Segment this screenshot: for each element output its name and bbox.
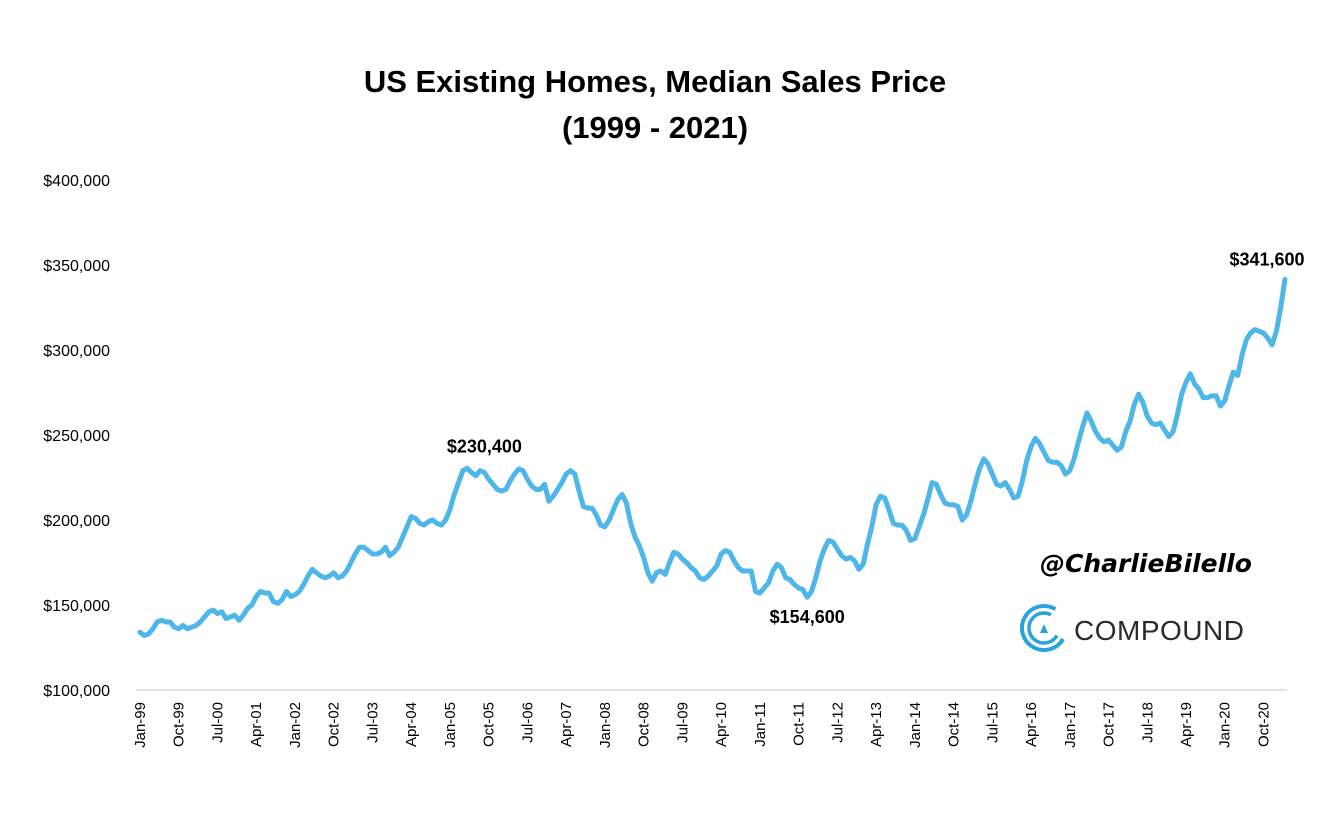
compound-logo-icon — [1020, 604, 1068, 652]
x-tick-label: Oct-08 — [636, 702, 653, 747]
data-label: $341,600 — [1229, 249, 1304, 269]
x-tick-label: Jan-02 — [287, 702, 304, 748]
x-tick-label: Oct-02 — [326, 702, 343, 747]
y-tick-label: $200,000 — [43, 513, 110, 530]
x-tick-label: Jan-99 — [132, 702, 149, 748]
x-tick-label: Oct-20 — [1255, 702, 1272, 747]
x-tick-label: Apr-19 — [1178, 702, 1195, 747]
x-tick-label: Apr-07 — [558, 702, 575, 747]
x-axis: Jan-99 Oct-99 Jul-00 Apr-01 Jan-02 Oct-02 Jul-… — [132, 689, 1287, 748]
x-tick-label: Jan-20 — [1217, 702, 1234, 748]
plot-area — [137, 276, 1288, 639]
x-tick-label: Jul-09 — [674, 702, 691, 743]
x-tick-label: Jan-05 — [442, 702, 459, 748]
x-tick-label: Apr-13 — [868, 702, 885, 747]
y-tick-label: $250,000 — [43, 428, 110, 445]
x-tick-label: Apr-01 — [248, 702, 265, 747]
x-tick-label: Jan-17 — [1062, 702, 1079, 748]
x-tick-label: Oct-99 — [171, 702, 188, 747]
compound-wordmark: COMPOUND — [1074, 615, 1244, 646]
x-tick-label: Jul-00 — [209, 702, 226, 743]
series-line — [137, 276, 1288, 639]
y-axis: $100,000 $150,000 $200,000 $250,000 $300,000… — [43, 173, 110, 700]
data-label: $230,400 — [447, 436, 522, 456]
chart-subtitle: (1999 - 2021) — [562, 110, 748, 145]
x-tick-label: Apr-10 — [713, 702, 730, 747]
x-tick-label: Jan-11 — [752, 702, 769, 747]
annotations: $230,400 $154,600 $341,600 — [447, 249, 1305, 627]
x-tick-label: Jul-06 — [519, 702, 536, 743]
x-tick-label: Jul-15 — [984, 702, 1001, 743]
y-tick-label: $300,000 — [43, 343, 110, 360]
x-tick-label: Oct-11 — [791, 702, 808, 746]
x-tick-label: Oct-05 — [481, 702, 498, 747]
x-tick-label: Jul-12 — [829, 702, 846, 743]
x-tick-label: Jan-14 — [907, 702, 924, 748]
x-tick-label: Jul-03 — [364, 702, 381, 743]
compound-logo: COMPOUND — [1020, 604, 1244, 652]
x-tick-label: Oct-14 — [946, 702, 963, 747]
y-tick-label: $350,000 — [43, 258, 110, 275]
x-tick-label: Apr-04 — [403, 702, 420, 747]
x-tick-label: Jan-08 — [597, 702, 614, 748]
chart-title: US Existing Homes, Median Sales Price — [364, 64, 946, 99]
y-tick-label: $150,000 — [43, 598, 110, 615]
x-tick-label: Apr-16 — [1023, 702, 1040, 747]
data-label: $154,600 — [770, 607, 845, 627]
y-tick-label: $400,000 — [43, 173, 110, 190]
y-tick-label: $100,000 — [43, 683, 110, 700]
x-tick-label: Jul-18 — [1139, 702, 1156, 743]
x-tick-label: Oct-17 — [1101, 702, 1118, 747]
author-handle: @CharlieBilello — [1040, 549, 1252, 578]
